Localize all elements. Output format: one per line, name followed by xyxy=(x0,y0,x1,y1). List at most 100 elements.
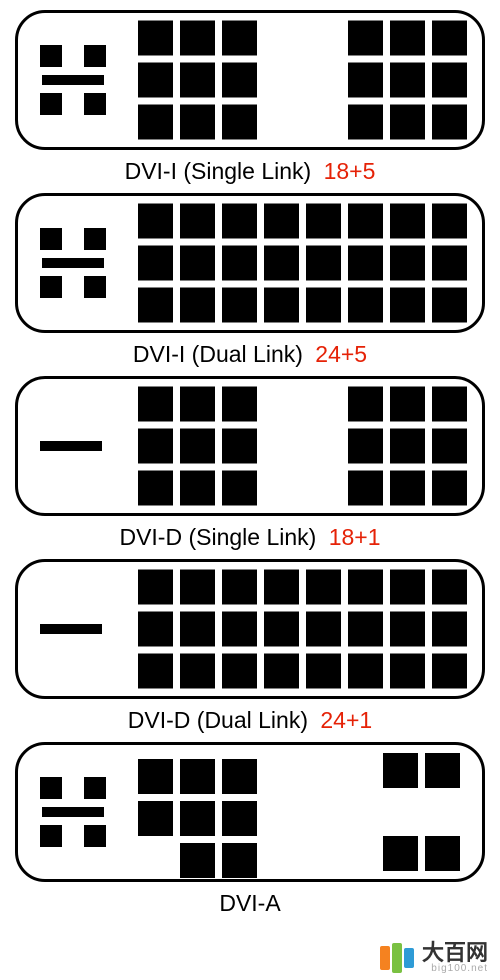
pin xyxy=(432,204,467,239)
pin xyxy=(383,836,418,871)
pin xyxy=(306,612,341,647)
pin xyxy=(180,204,215,239)
pin xyxy=(348,429,383,464)
pin xyxy=(432,612,467,647)
pin xyxy=(138,204,173,239)
connector-dvi-i-single: DVI-I (Single Link) 18+5 xyxy=(15,10,485,185)
pin-gap xyxy=(264,63,299,98)
pin xyxy=(390,429,425,464)
pin xyxy=(222,387,257,422)
analog-key-area xyxy=(40,624,102,634)
pin xyxy=(432,288,467,323)
pin-grid-left xyxy=(138,759,257,878)
pin xyxy=(432,105,467,140)
pin xyxy=(348,246,383,281)
pin-grid-right xyxy=(383,753,460,871)
pin xyxy=(180,105,215,140)
pin xyxy=(180,387,215,422)
connector-outline xyxy=(15,376,485,516)
pin xyxy=(390,654,425,689)
pin-gap xyxy=(264,105,299,140)
pin xyxy=(390,471,425,506)
pin xyxy=(306,288,341,323)
pin xyxy=(264,570,299,605)
pin-grid xyxy=(138,204,467,323)
pin xyxy=(390,246,425,281)
pin xyxy=(264,246,299,281)
pin xyxy=(222,570,257,605)
connector-dvi-d-dual: DVI-D (Dual Link) 24+1 xyxy=(15,559,485,734)
pin-grid xyxy=(138,570,467,689)
connector-dvi-d-single: DVI-D (Single Link) 18+1 xyxy=(15,376,485,551)
pin xyxy=(390,63,425,98)
pin xyxy=(222,654,257,689)
pin xyxy=(138,759,173,794)
pin xyxy=(138,429,173,464)
analog-key-area xyxy=(40,228,106,298)
pin xyxy=(138,21,173,56)
pin-grid xyxy=(138,21,467,140)
pin-gap xyxy=(264,429,299,464)
ground-blade xyxy=(42,807,104,817)
pin xyxy=(138,654,173,689)
pin-gap xyxy=(306,429,341,464)
pin xyxy=(390,204,425,239)
analog-key-area xyxy=(40,45,106,115)
pin xyxy=(390,612,425,647)
pin xyxy=(432,471,467,506)
pin xyxy=(390,288,425,323)
pin-gap xyxy=(306,387,341,422)
pin xyxy=(222,759,257,794)
pin xyxy=(390,570,425,605)
pin-gap xyxy=(264,21,299,56)
connector-label: DVI-A xyxy=(15,890,485,917)
pin xyxy=(348,471,383,506)
pin xyxy=(180,471,215,506)
pin xyxy=(180,288,215,323)
pin xyxy=(180,246,215,281)
pin xyxy=(222,612,257,647)
pin xyxy=(383,753,418,788)
pin xyxy=(180,21,215,56)
pin xyxy=(348,63,383,98)
pin xyxy=(348,105,383,140)
pin-count: 24+1 xyxy=(320,707,372,733)
pin xyxy=(138,471,173,506)
connector-dvi-a: DVI-A xyxy=(15,742,485,917)
pin-count: 18+1 xyxy=(329,524,381,550)
connector-label: DVI-D (Dual Link) 24+1 xyxy=(15,707,485,734)
pin xyxy=(222,288,257,323)
pin xyxy=(348,204,383,239)
pin xyxy=(180,759,215,794)
pin xyxy=(222,21,257,56)
pin xyxy=(425,753,460,788)
pin xyxy=(138,288,173,323)
pin xyxy=(348,654,383,689)
pin xyxy=(348,288,383,323)
pin-grid xyxy=(138,387,467,506)
pin xyxy=(432,387,467,422)
pin xyxy=(264,612,299,647)
pin xyxy=(306,246,341,281)
pin xyxy=(264,654,299,689)
pin xyxy=(432,429,467,464)
pin xyxy=(390,105,425,140)
pin xyxy=(348,21,383,56)
pin xyxy=(222,801,257,836)
pin xyxy=(348,612,383,647)
pin xyxy=(222,843,257,878)
pin-gap xyxy=(306,63,341,98)
ground-blade xyxy=(40,624,102,634)
pin xyxy=(180,570,215,605)
pin xyxy=(264,288,299,323)
pin xyxy=(264,204,299,239)
analog-key-area xyxy=(40,777,106,847)
connector-outline xyxy=(15,193,485,333)
pin xyxy=(180,429,215,464)
watermark-title: 大百网 xyxy=(422,942,488,964)
ground-blade xyxy=(40,441,102,451)
pin xyxy=(222,471,257,506)
pin xyxy=(432,246,467,281)
pin xyxy=(348,570,383,605)
pin xyxy=(306,570,341,605)
